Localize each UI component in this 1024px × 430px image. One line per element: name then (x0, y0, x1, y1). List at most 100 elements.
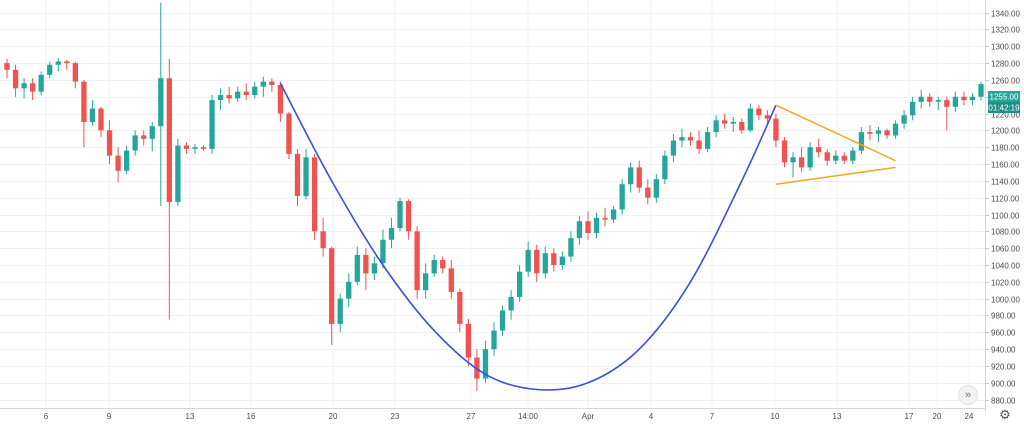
candle-body (576, 221, 583, 239)
candle-body (944, 100, 950, 107)
x-tick-label: 14:00 (518, 412, 539, 421)
candle (696, 130, 702, 154)
candle (123, 145, 130, 175)
candle (730, 116, 736, 133)
candle (320, 217, 326, 257)
candle-body (47, 64, 53, 75)
grid (0, 0, 985, 408)
candle (465, 318, 472, 366)
candle-body (730, 121, 736, 124)
candle-body (89, 108, 96, 122)
candle-body (858, 132, 865, 151)
candle-body (969, 96, 976, 101)
candle (841, 152, 847, 165)
candle (158, 2, 164, 207)
candle-body (149, 126, 155, 139)
candle (961, 91, 967, 106)
candle (593, 212, 600, 239)
candle (816, 138, 822, 158)
candle (12, 64, 19, 97)
candle (585, 211, 591, 240)
triangle-upper-line[interactable] (775, 104, 896, 162)
candle (414, 226, 420, 299)
y-tick-label: 1120.00 (991, 195, 1020, 204)
y-tick-label: 1060.00 (991, 245, 1020, 254)
x-tick-label: 10 (771, 412, 780, 421)
price-axis[interactable]: 880.00 900.00 920.00 940.00 960.00 980.00 1000… (985, 10, 1020, 406)
candle (294, 148, 301, 207)
candle (311, 153, 318, 240)
candle (662, 150, 668, 185)
candle (619, 179, 625, 215)
candle-body (397, 201, 403, 228)
chart-settings-button[interactable]: ⚙ (994, 406, 1016, 424)
candle-body (525, 249, 531, 272)
scroll-to-realtime-button[interactable]: » (958, 385, 978, 405)
candle-body (388, 227, 395, 240)
candle (260, 76, 266, 97)
candle-body (687, 137, 694, 141)
candle (217, 88, 224, 111)
candle (499, 305, 506, 336)
candle (226, 86, 232, 104)
candle (29, 78, 36, 101)
candle (192, 143, 198, 154)
candle (602, 207, 608, 227)
candle-body (833, 155, 839, 161)
candle-body (798, 157, 805, 168)
cup-curve[interactable] (279, 82, 777, 391)
candle (833, 150, 839, 165)
candle (576, 216, 583, 245)
candle-body (764, 115, 771, 119)
x-tick-label: 6 (44, 412, 49, 421)
candle-body (363, 254, 369, 274)
y-tick-label: 1100.00 (991, 212, 1020, 221)
candle (798, 147, 805, 173)
candle-body (892, 123, 899, 136)
time-axis[interactable]: 6 9 13 16 20 23 27 14:00 Apr 4 7 10 13 17 20 24 (44, 412, 974, 421)
candle (21, 78, 27, 99)
candle (722, 113, 728, 129)
candle-body (551, 253, 557, 265)
candle-body (491, 330, 497, 350)
candle-body (192, 147, 198, 149)
candle-body (260, 81, 266, 87)
y-tick-label: 960.00 (991, 329, 1016, 338)
candle (38, 71, 44, 96)
candle (516, 264, 523, 303)
candle (764, 110, 771, 124)
candle (910, 96, 916, 121)
candle (482, 340, 489, 383)
candle-body (499, 310, 506, 331)
x-tick-label: 27 (467, 412, 476, 421)
candle-body (175, 145, 181, 202)
candle (824, 148, 830, 166)
candle-body (431, 259, 437, 274)
y-tick-label: 1000.00 (991, 296, 1020, 305)
candle-body (910, 101, 916, 116)
candle (927, 93, 933, 107)
candle-body (952, 96, 959, 107)
x-tick-label: 20 (329, 412, 338, 421)
y-tick-label: 1320.00 (991, 26, 1020, 35)
y-tick-label: 880.00 (991, 397, 1016, 406)
candle (81, 79, 87, 148)
triangle-lower-line[interactable] (775, 166, 896, 185)
candle-body (534, 249, 540, 274)
candle-body (935, 100, 941, 102)
candle-body (704, 132, 711, 149)
candle (952, 91, 959, 112)
candle (132, 130, 138, 156)
x-tick-label: Apr (582, 412, 595, 421)
y-tick-label: 1160.00 (991, 161, 1020, 170)
candle-body (559, 256, 565, 265)
candle-body (106, 130, 113, 156)
candle (670, 133, 677, 163)
candle-body (72, 63, 78, 82)
candle-body (371, 263, 378, 274)
candle (115, 147, 121, 183)
candle (773, 113, 779, 148)
candle (747, 103, 753, 133)
